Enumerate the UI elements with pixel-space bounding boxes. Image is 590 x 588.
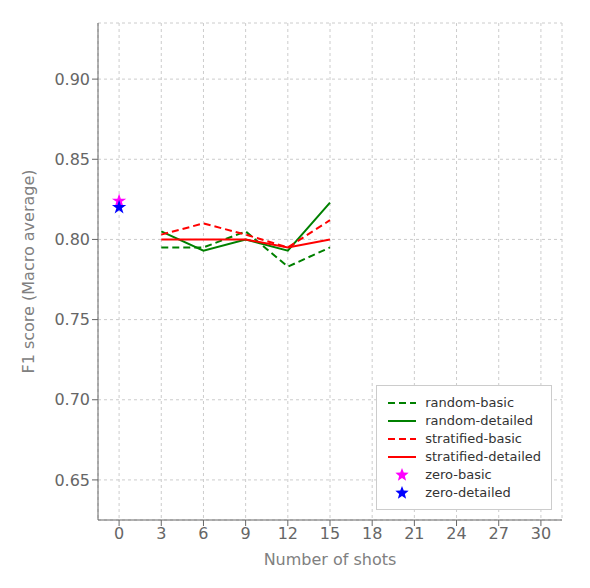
svg-text:27: 27	[489, 524, 509, 543]
html-text:stratified-basic: stratified-basic	[425, 431, 522, 446]
html-text:random-basic: random-basic	[425, 395, 515, 410]
svg-text:0.65: 0.65	[54, 471, 90, 490]
svg-text:12: 12	[278, 524, 298, 543]
svg-text:30: 30	[531, 524, 551, 543]
svg-text:Number of shots: Number of shots	[264, 550, 397, 569]
svg-text:24: 24	[446, 524, 466, 543]
svg-text:18: 18	[362, 524, 382, 543]
svg-text:0.80: 0.80	[54, 230, 90, 249]
html-text:stratified-detailed: stratified-detailed	[425, 449, 541, 464]
svg-text:9: 9	[241, 524, 251, 543]
svg-text:0.90: 0.90	[54, 70, 90, 89]
svg-text:21: 21	[404, 524, 424, 543]
svg-text:0: 0	[114, 524, 124, 543]
html-text:zero-detailed: zero-detailed	[425, 485, 511, 500]
svg-text:F1 score (Macro average): F1 score (Macro average)	[19, 169, 38, 373]
svg-text:0.75: 0.75	[54, 310, 90, 329]
svg-text:0.85: 0.85	[54, 150, 90, 169]
svg-text:3: 3	[156, 524, 166, 543]
html-text:zero-basic: zero-basic	[425, 467, 492, 482]
svg-text:0.70: 0.70	[54, 390, 90, 409]
svg-text:6: 6	[198, 524, 208, 543]
html-text:random-detailed: random-detailed	[425, 413, 534, 428]
svg-text:15: 15	[320, 524, 340, 543]
